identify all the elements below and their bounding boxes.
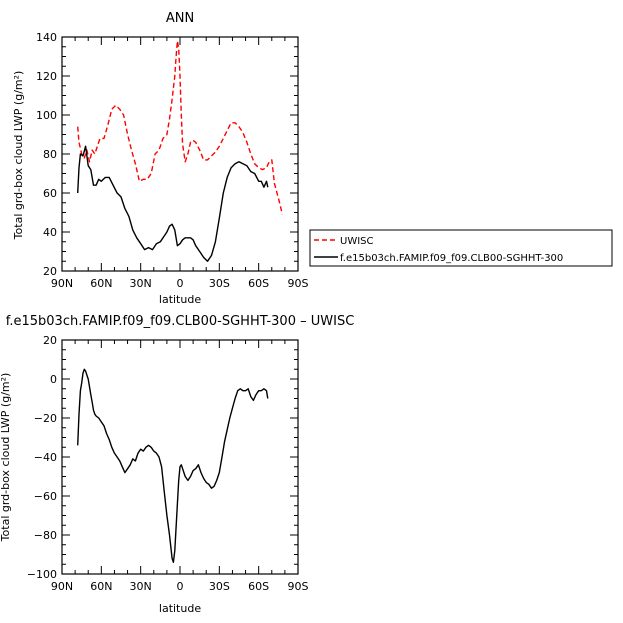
bottom-y-ticks: −100 −80 −60 −40 −20 0 20 [27,334,298,581]
y-tick-label: 20 [43,265,57,278]
y-tick-label: 60 [43,187,57,200]
x-tick-label: 90N [51,277,73,290]
bottom-series [77,368,269,563]
bottom-y-axis-label: Total grd-box cloud LWP (g/m²) [0,373,12,543]
y-tick-label: 40 [43,226,57,239]
x-tick-label: 30S [209,277,230,290]
x-tick-label: 60N [90,277,112,290]
bottom-x-axis-label: latitude [159,602,201,615]
y-tick-label: 120 [36,70,57,83]
top-title: ANN [166,11,194,26]
panel-bottom: f.e15b03ch.FAMIP.f09_f09.CLB00-SGHHT-300… [0,314,354,615]
y-tick-label: 0 [50,373,57,386]
y-tick-label: 80 [43,148,57,161]
y-tick-label: −20 [34,412,57,425]
legend-box [309,229,613,267]
x-tick-label: 60N [90,580,112,593]
x-tick-label: 30S [209,580,230,593]
legend: UWISC f.e15b03ch.FAMIP.f09_f09.CLB00-SGH… [309,229,613,267]
y-tick-label: 20 [43,334,57,347]
x-tick-label: 90N [51,580,73,593]
top-x-axis-label: latitude [159,293,201,306]
top-y-ticks: 20 40 60 80 100 120 140 [36,31,298,278]
y-tick-label: 140 [36,31,57,44]
bottom-title: f.e15b03ch.FAMIP.f09_f09.CLB00-SGHHT-300… [6,314,355,329]
series-line-model [77,145,269,262]
x-tick-label: 30N [130,580,152,593]
legend-label-model: f.e15b03ch.FAMIP.f09_f09.CLB00-SGHHT-300 [340,253,563,264]
top-series [77,40,283,262]
top-plot-frame [61,36,299,272]
y-tick-label: 100 [36,109,57,122]
top-x-ticks: 90N 60N 30N 0 30S 60S 90S [51,37,309,290]
x-tick-label: 60S [248,277,269,290]
top-y-axis-label: Total grd-box cloud LWP (g/m²) [12,71,25,241]
series-line-uwisc [77,40,283,215]
y-tick-label: −80 [34,529,57,542]
x-tick-label: 90S [288,277,309,290]
y-tick-label: −40 [34,451,57,464]
x-tick-label: 0 [177,277,184,290]
legend-label-uwisc: UWISC [340,236,374,247]
x-tick-label: 30N [130,277,152,290]
bottom-x-ticks: 90N 60N 30N 0 30S 60S 90S [51,340,309,593]
x-tick-label: 60S [248,580,269,593]
y-tick-label: −100 [27,568,57,581]
y-tick-label: −60 [34,490,57,503]
x-tick-label: 90S [288,580,309,593]
x-tick-label: 0 [177,580,184,593]
bottom-plot-frame [61,339,299,575]
series-line-difference [77,368,269,563]
